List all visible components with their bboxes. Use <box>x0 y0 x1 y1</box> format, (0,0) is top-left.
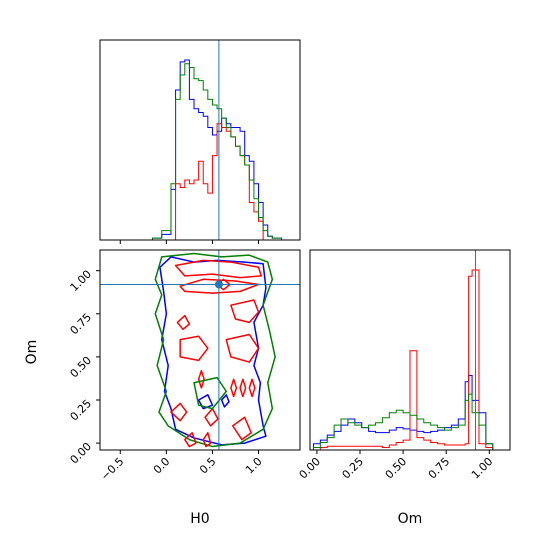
om-histogram-series-2 <box>312 393 500 451</box>
contour-lines <box>154 252 276 448</box>
om-histogram-series <box>312 269 500 451</box>
contour-6 <box>179 335 209 362</box>
contour-12 <box>248 378 256 398</box>
om-histogram-axis-label: Om <box>398 511 423 527</box>
contour-7 <box>225 333 260 363</box>
contour-19 <box>220 394 230 408</box>
contour-13 <box>170 402 188 422</box>
h0-histogram-panel <box>99 39 301 244</box>
contour-8 <box>176 314 191 331</box>
om-histogram-series-1 <box>313 269 500 451</box>
om-histogram-frame <box>309 249 511 451</box>
contour-3 <box>179 278 260 294</box>
contour-1 <box>154 252 276 448</box>
h0-axis-label: H0 <box>190 511 209 527</box>
contour-10 <box>230 378 238 398</box>
h0-histogram-ticks <box>119 240 260 244</box>
contour-9 <box>197 369 205 389</box>
contour-0 <box>159 256 267 446</box>
contour-frame <box>99 249 301 451</box>
contour-5 <box>230 299 260 324</box>
contour-15 <box>231 416 252 441</box>
contour-14 <box>204 407 219 427</box>
h0-histogram-frame <box>99 39 301 241</box>
contour-17 <box>202 432 212 448</box>
contour-2 <box>174 259 263 279</box>
om-axis-label: Om <box>24 340 40 365</box>
contour-16 <box>184 432 197 448</box>
contour-11 <box>239 378 247 398</box>
truth-point <box>214 280 223 289</box>
